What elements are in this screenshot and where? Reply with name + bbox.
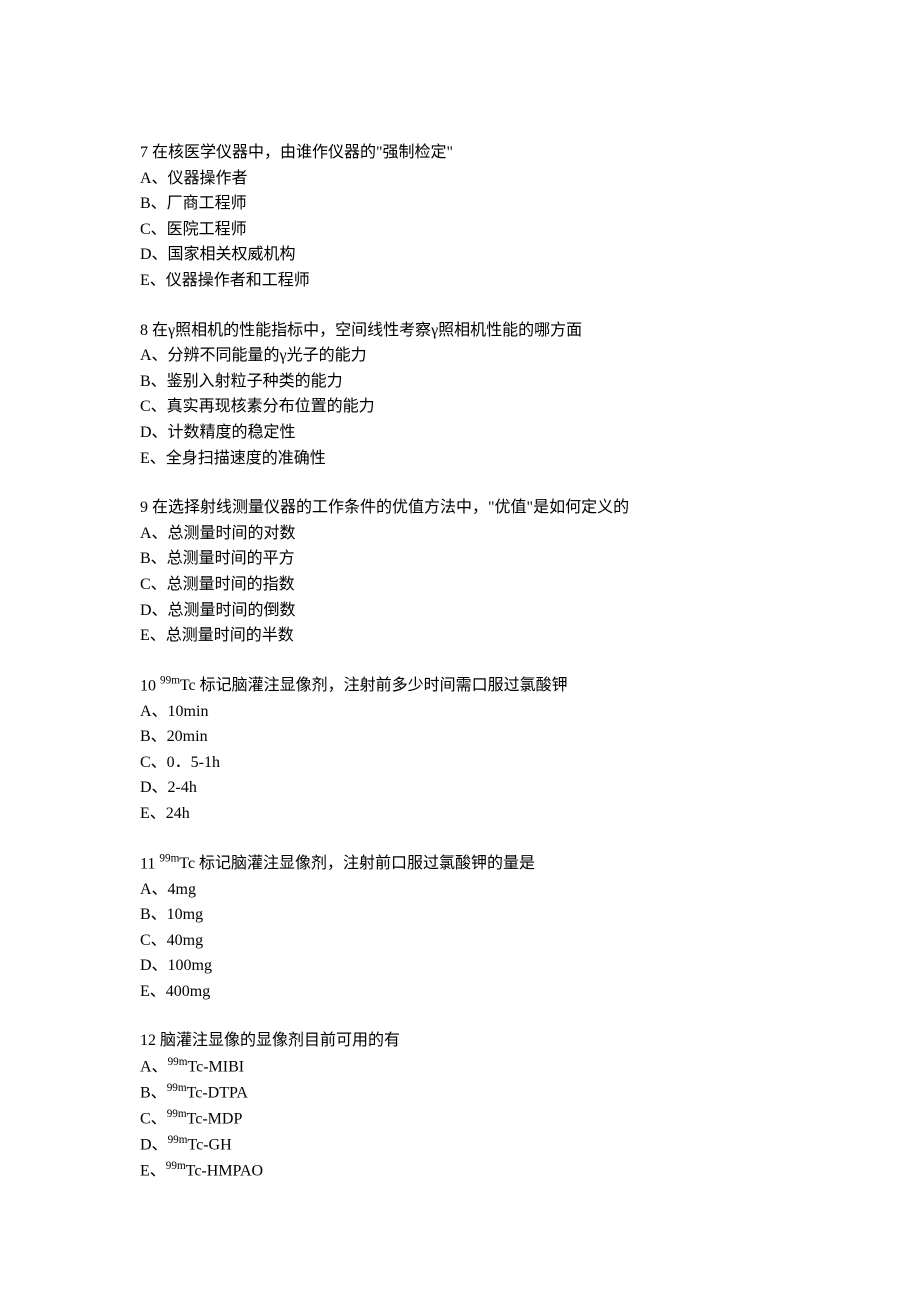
option-b: B、20min — [140, 724, 780, 750]
option-b: B、厂商工程师 — [140, 191, 780, 217]
option-b: B、99mTc-DTPA — [140, 1080, 780, 1106]
question-text: 7 在核医学仪器中，由谁作仪器的"强制检定" — [140, 140, 780, 166]
option-d: D、总测量时间的倒数 — [140, 598, 780, 624]
question-number: 9 — [140, 499, 148, 516]
option-d: D、计数精度的稳定性 — [140, 420, 780, 446]
option-c: C、真实再现核素分布位置的能力 — [140, 394, 780, 420]
option-b: B、总测量时间的平方 — [140, 546, 780, 572]
option-c: C、0．5-1h — [140, 750, 780, 776]
option-d: D、100mg — [140, 953, 780, 979]
option-c: C、医院工程师 — [140, 217, 780, 243]
option-e: E、400mg — [140, 979, 780, 1005]
option-d: D、国家相关权威机构 — [140, 242, 780, 268]
question-10: 10 99mTc 标记脑灌注显像剂，注射前多少时间需口服过氯酸钾 A、10min… — [140, 673, 780, 827]
option-c: C、总测量时间的指数 — [140, 572, 780, 598]
option-c: C、99mTc-MDP — [140, 1106, 780, 1132]
question-stem: 99mTc 标记脑灌注显像剂，注射前口服过氯酸钾的量是 — [155, 855, 535, 872]
question-12: 12 脑灌注显像的显像剂目前可用的有 A、99mTc-MIBI B、99mTc-… — [140, 1028, 780, 1183]
question-text: 9 在选择射线测量仪器的工作条件的优值方法中，"优值"是如何定义的 — [140, 495, 780, 521]
option-d: D、99mTc-GH — [140, 1132, 780, 1158]
question-stem: 在选择射线测量仪器的工作条件的优值方法中，"优值"是如何定义的 — [148, 499, 629, 516]
option-b: B、鉴别入射粒子种类的能力 — [140, 369, 780, 395]
option-b: B、10mg — [140, 902, 780, 928]
question-text: 10 99mTc 标记脑灌注显像剂，注射前多少时间需口服过氯酸钾 — [140, 673, 780, 699]
question-text: 8 在γ照相机的性能指标中，空间线性考察γ照相机性能的哪方面 — [140, 318, 780, 344]
question-11: 11 99mTc 标记脑灌注显像剂，注射前口服过氯酸钾的量是 A、4mg B、1… — [140, 851, 780, 1005]
option-a: A、总测量时间的对数 — [140, 521, 780, 547]
option-e: E、全身扫描速度的准确性 — [140, 446, 780, 472]
question-number: 8 — [140, 322, 148, 339]
question-number: 7 — [140, 144, 148, 161]
option-e: E、总测量时间的半数 — [140, 623, 780, 649]
question-7: 7 在核医学仪器中，由谁作仪器的"强制检定" A、仪器操作者 B、厂商工程师 C… — [140, 140, 780, 294]
question-stem: 在γ照相机的性能指标中，空间线性考察γ照相机性能的哪方面 — [148, 322, 582, 339]
question-number: 11 — [140, 855, 155, 872]
question-8: 8 在γ照相机的性能指标中，空间线性考察γ照相机性能的哪方面 A、分辨不同能量的… — [140, 318, 780, 472]
question-number: 10 — [140, 677, 156, 694]
option-a: A、4mg — [140, 877, 780, 903]
option-a: A、10min — [140, 699, 780, 725]
option-c: C、40mg — [140, 928, 780, 954]
question-number: 12 — [140, 1032, 156, 1049]
question-text: 11 99mTc 标记脑灌注显像剂，注射前口服过氯酸钾的量是 — [140, 851, 780, 877]
option-e: E、仪器操作者和工程师 — [140, 268, 780, 294]
option-a: A、99mTc-MIBI — [140, 1054, 780, 1080]
document-page: 7 在核医学仪器中，由谁作仪器的"强制检定" A、仪器操作者 B、厂商工程师 C… — [0, 0, 920, 1288]
option-a: A、分辨不同能量的γ光子的能力 — [140, 343, 780, 369]
question-stem: 99mTc 标记脑灌注显像剂，注射前多少时间需口服过氯酸钾 — [156, 677, 568, 694]
option-a: A、仪器操作者 — [140, 166, 780, 192]
question-text: 12 脑灌注显像的显像剂目前可用的有 — [140, 1028, 780, 1054]
option-e: E、99mTc-HMPAO — [140, 1158, 780, 1184]
question-stem: 在核医学仪器中，由谁作仪器的"强制检定" — [148, 144, 453, 161]
option-e: E、24h — [140, 801, 780, 827]
question-9: 9 在选择射线测量仪器的工作条件的优值方法中，"优值"是如何定义的 A、总测量时… — [140, 495, 780, 649]
option-d: D、2-4h — [140, 775, 780, 801]
question-stem: 脑灌注显像的显像剂目前可用的有 — [156, 1032, 400, 1049]
